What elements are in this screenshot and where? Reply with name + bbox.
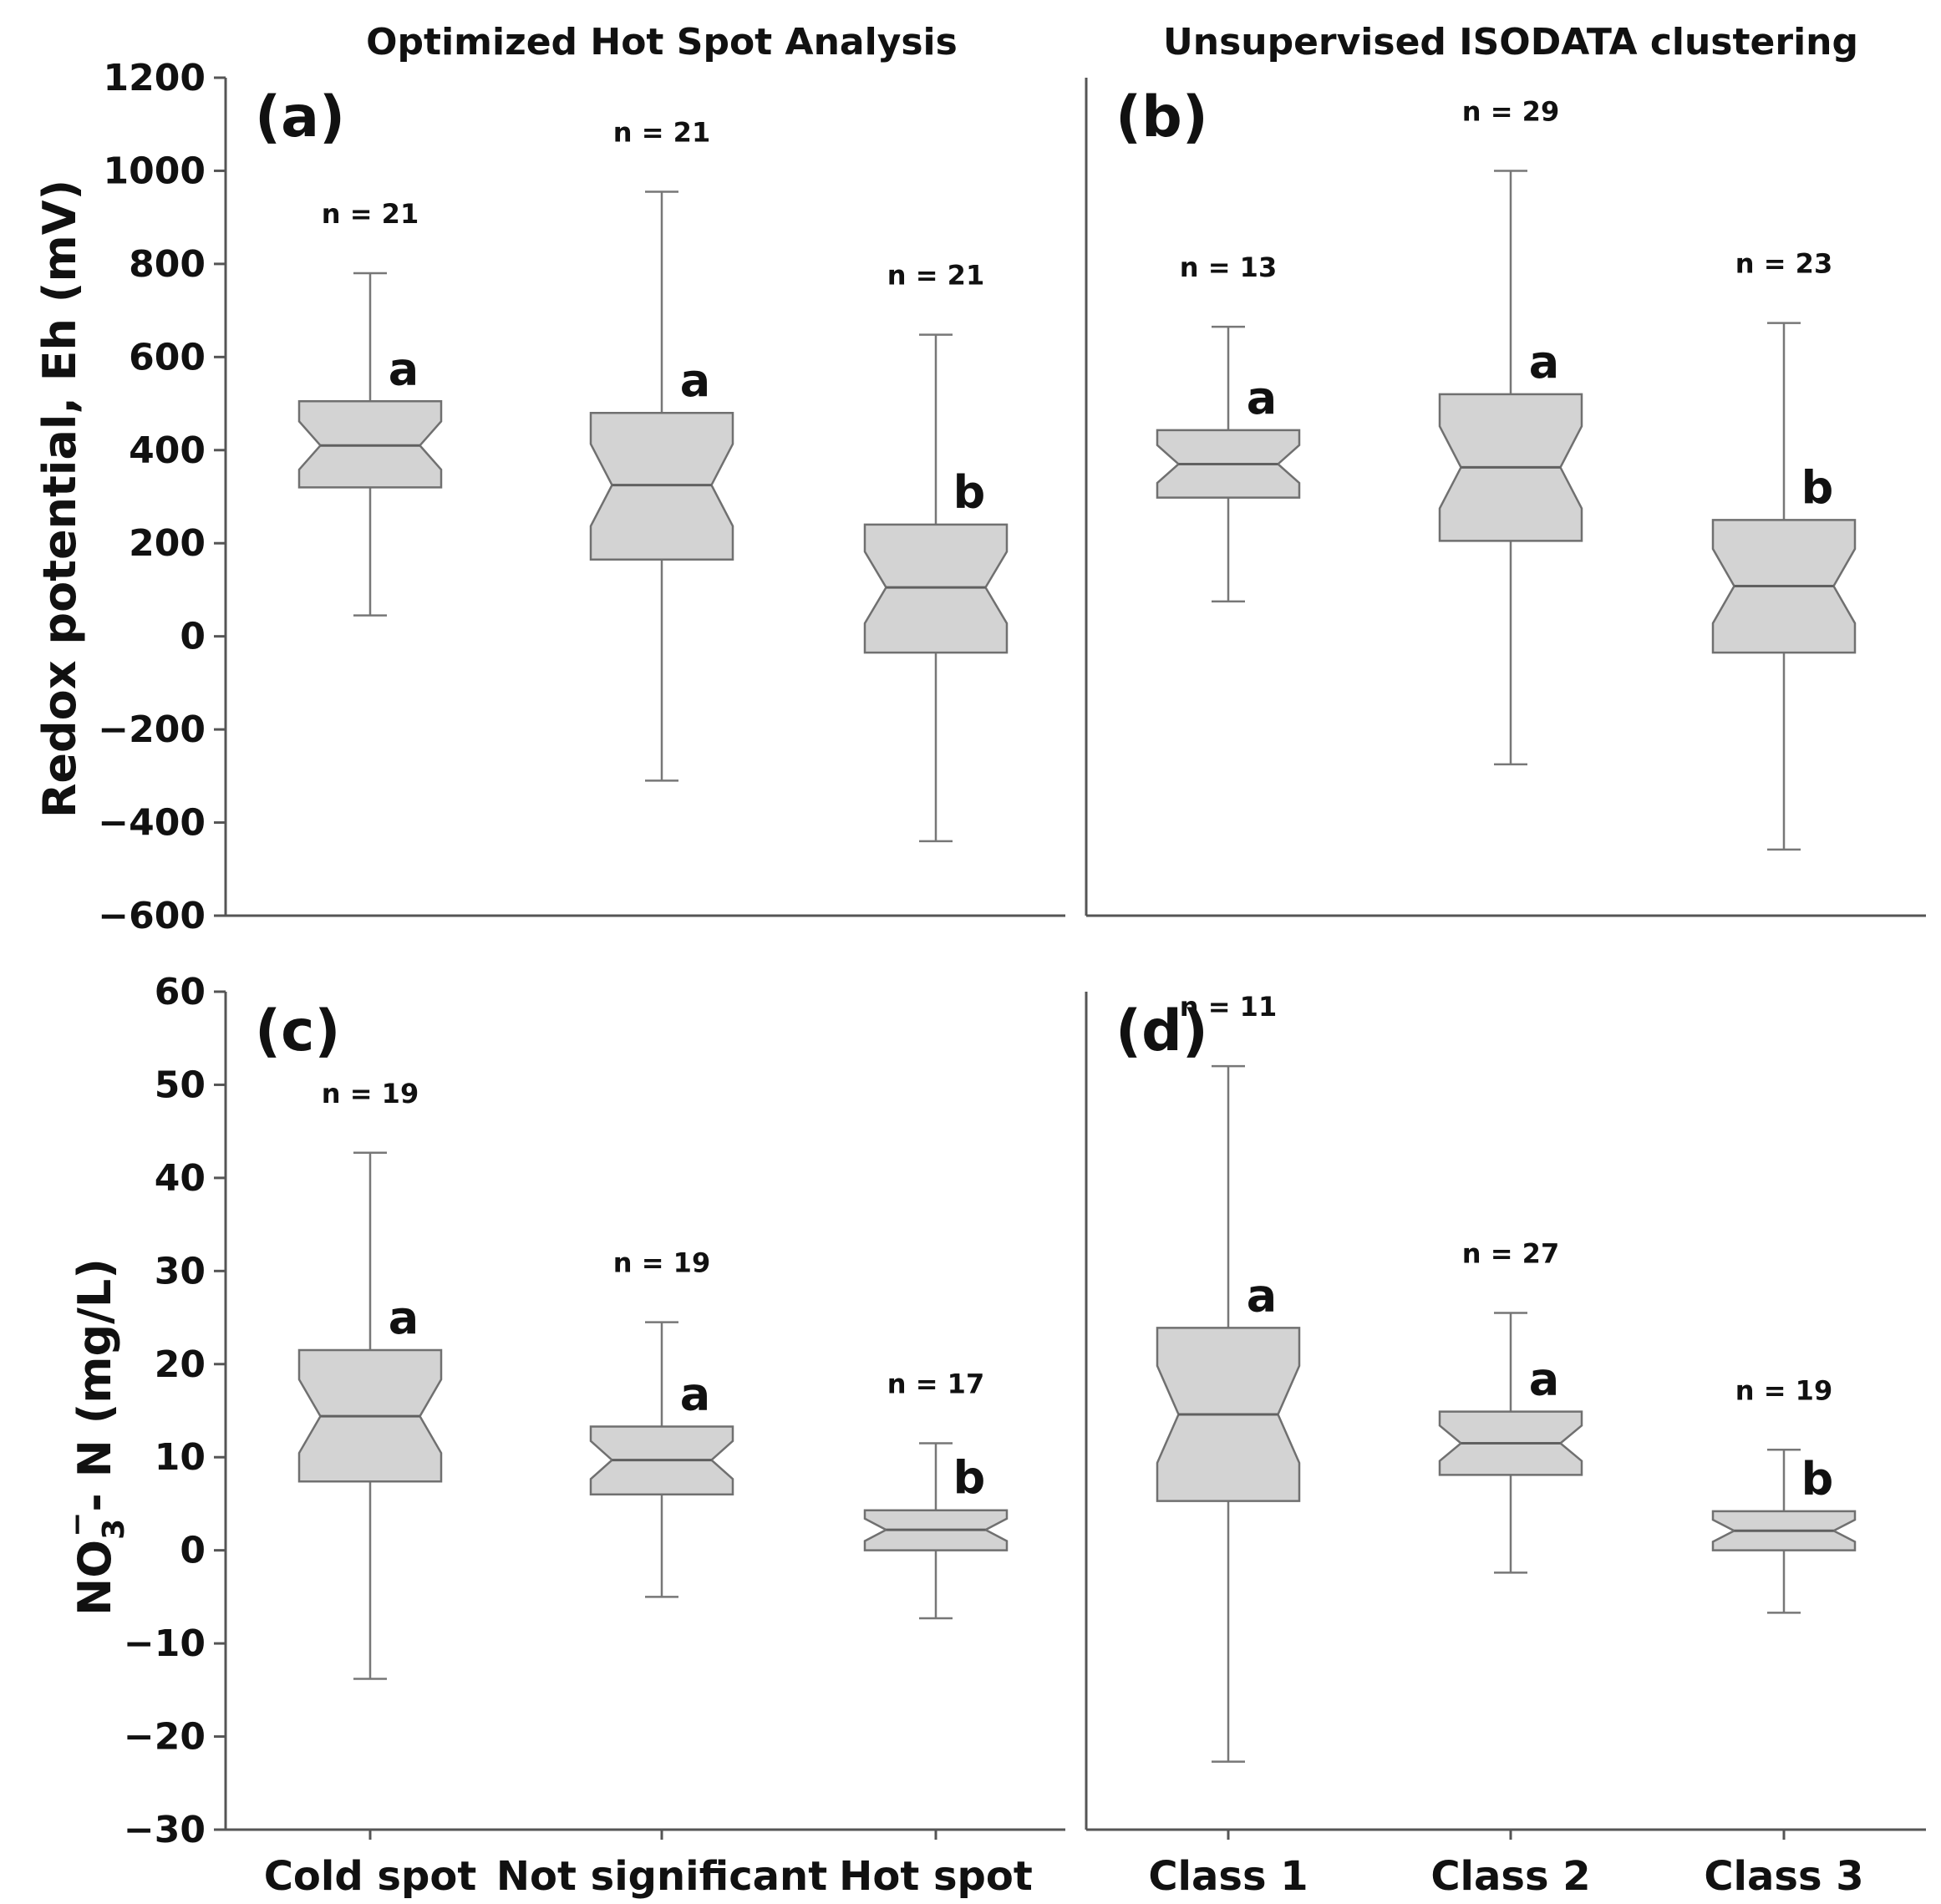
n-label: n = 19	[322, 1078, 419, 1109]
panel-3: 60 50 40 30 20 10 0 −10 −20 −30 (c) n = 19 a Cold spo…	[124, 971, 1065, 1900]
n-label: n = 21	[322, 198, 419, 230]
significance-letter: a	[389, 1292, 419, 1344]
x-category-label: Class 1	[1148, 1853, 1308, 1900]
column-title-left: Optimized Hot Spot Analysis	[366, 21, 958, 63]
significance-letter: b	[1801, 461, 1834, 514]
n-label: n = 17	[887, 1368, 984, 1400]
panel-label: (a)	[255, 84, 345, 150]
y-tick-label: 400	[129, 429, 206, 472]
y-tick-label: −400	[98, 802, 206, 845]
x-category-label: Class 2	[1430, 1853, 1590, 1900]
significance-letter: a	[1247, 1269, 1277, 1322]
n-label: n = 29	[1462, 95, 1559, 127]
x-category-label: Hot spot	[839, 1853, 1033, 1900]
significance-letter: a	[680, 1368, 710, 1420]
y-tick-label: −30	[124, 1809, 206, 1851]
y-tick-label: 0	[180, 616, 206, 658]
n-label: n = 27	[1462, 1237, 1559, 1269]
column-title-right: Unsupervised ISODATA clustering	[1163, 21, 1858, 63]
y-tick-label: 60	[155, 971, 206, 1013]
n-label: n = 21	[887, 260, 984, 292]
y-axis-title-nitrate-rest: - N (mg/L)	[69, 1258, 121, 1512]
y-tick-label: 0	[180, 1530, 206, 1572]
y-axis-title-nitrate-sup: −	[60, 1512, 94, 1537]
significance-letter: a	[680, 354, 710, 407]
n-label: n = 19	[613, 1247, 710, 1279]
x-category-label: Class 3	[1704, 1853, 1863, 1900]
significance-letter: b	[1801, 1453, 1834, 1505]
y-tick-label: 600	[129, 336, 206, 378]
x-category-label: Not significant	[496, 1853, 827, 1900]
y-tick-label: −20	[124, 1716, 206, 1759]
significance-letter: a	[1529, 336, 1559, 388]
significance-letter: b	[953, 1452, 986, 1505]
y-tick-label: 20	[155, 1343, 206, 1386]
y-axis-title-nitrate-main: NO	[69, 1540, 121, 1616]
significance-letter: b	[953, 466, 986, 519]
y-tick-label: −200	[98, 708, 206, 751]
panel-4: (d)n = 11 a Class 1 n = 27 a Class 2 n = 19 b Cl…	[1085, 991, 1926, 1900]
n-label: n = 11	[1180, 991, 1277, 1023]
significance-letter: a	[1247, 372, 1277, 424]
x-category-label: Cold spot	[264, 1853, 477, 1900]
y-tick-label: 30	[155, 1250, 206, 1292]
y-tick-label: 800	[129, 243, 206, 286]
panel-label: (b)	[1115, 84, 1208, 150]
n-label: n = 13	[1180, 251, 1277, 283]
y-tick-label: 50	[155, 1064, 206, 1106]
n-label: n = 19	[1735, 1374, 1832, 1406]
n-label: n = 23	[1735, 248, 1832, 280]
panel-label: (c)	[255, 998, 340, 1064]
y-tick-label: −10	[124, 1622, 206, 1665]
significance-letter: a	[1529, 1353, 1559, 1406]
y-tick-label: 200	[129, 522, 206, 565]
y-axis-title-redox: Redox potential, Eh (mV)	[33, 180, 86, 818]
n-label: n = 21	[613, 117, 710, 149]
significance-letter: a	[389, 343, 419, 395]
y-axis-title-nitrate: NO3−- N (mg/L)	[60, 1258, 131, 1616]
panel-1: 1200 1000 800 600 400 200 0 −200 −400 −600 (a) n = …	[98, 57, 1065, 937]
y-tick-label: −600	[98, 895, 206, 937]
y-tick-label: 1200	[104, 57, 206, 99]
y-tick-label: 1000	[104, 150, 206, 192]
y-tick-label: 10	[155, 1436, 206, 1479]
y-tick-label: 40	[155, 1157, 206, 1200]
panel-label: (d)	[1115, 998, 1208, 1064]
y-axis-title-nitrate-sub: 3	[97, 1519, 131, 1540]
panel-2: (b) n = 13 a n = 29 a n = 23 b	[1085, 78, 1926, 917]
